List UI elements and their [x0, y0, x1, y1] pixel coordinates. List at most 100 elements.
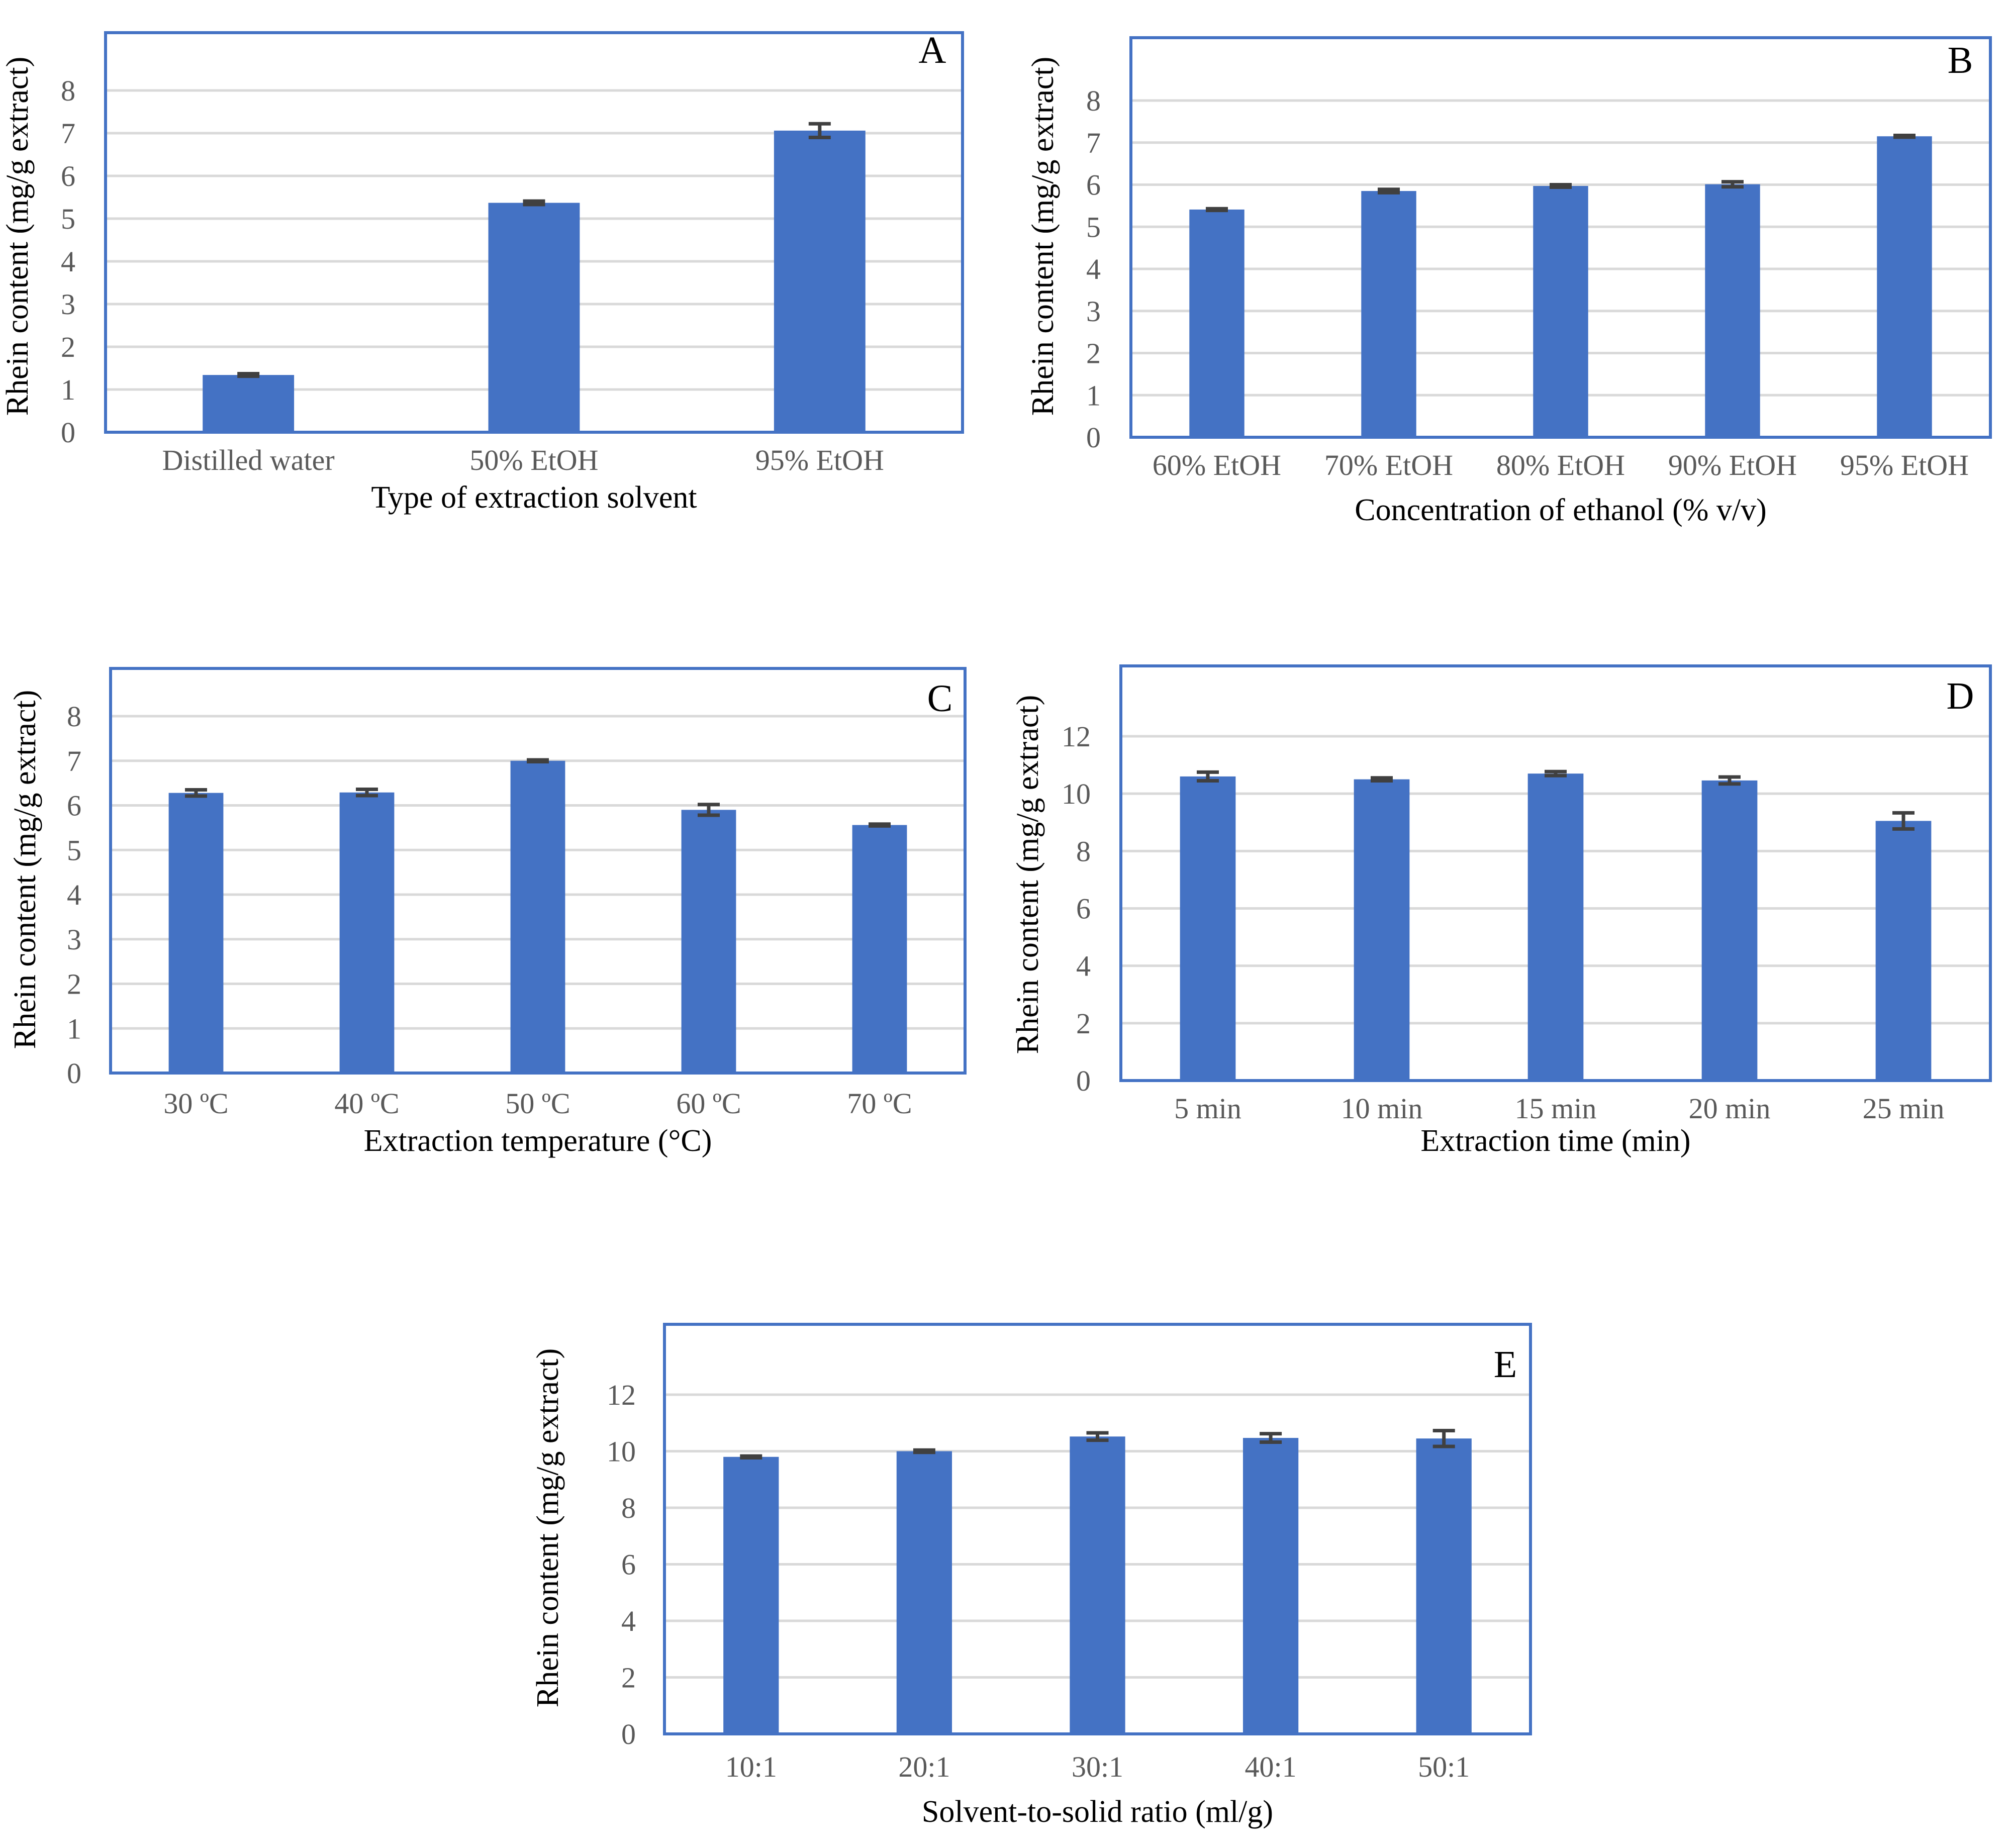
bar — [1533, 186, 1588, 437]
y-tick-label: 8 — [621, 1492, 636, 1524]
bar — [1875, 821, 1932, 1081]
y-tick-label: 0 — [67, 1057, 81, 1090]
panel-label: E — [1494, 1343, 1517, 1386]
y-tick-label: 5 — [1086, 211, 1101, 243]
error-bar — [527, 758, 549, 764]
bar — [681, 810, 736, 1073]
bar — [1180, 776, 1236, 1081]
error-bar — [1206, 207, 1228, 213]
y-tick-label: 3 — [61, 288, 75, 321]
bar — [1189, 209, 1245, 437]
x-tick-label: 70 ºC — [847, 1087, 912, 1120]
chart-panel-c: 0 1 2 3 4 5 6 7 8 30 ºC 40 ºC 50 ºC 60 ºC 70 ºC C Rhein… — [8, 667, 967, 1158]
y-axis-title: Rhein content (mg/g extract) — [1026, 57, 1060, 416]
y-tick-label: 8 — [1076, 835, 1091, 867]
plot-frame — [663, 1323, 1532, 1735]
error-bar — [1086, 1431, 1109, 1442]
error-bar — [869, 822, 891, 828]
y-tick-label: 1 — [1086, 379, 1101, 412]
panel-label: A — [919, 29, 946, 71]
error-bar — [1721, 180, 1744, 189]
bar — [1070, 1436, 1125, 1734]
x-tick-label: 25 min — [1863, 1092, 1945, 1125]
y-tick-label: 6 — [61, 160, 75, 192]
error-bar — [185, 788, 207, 798]
y-tick-label: 10 — [1062, 777, 1091, 810]
x-tick-label: 5 min — [1174, 1092, 1241, 1125]
y-axis-title: Rhein content (mg/g extract) — [1011, 695, 1045, 1054]
y-tick-label: 2 — [1086, 337, 1101, 370]
y-tick-label: 10 — [607, 1435, 636, 1468]
bar — [1416, 1438, 1472, 1734]
y-tick-label: 0 — [61, 416, 75, 449]
error-bar — [1893, 134, 1916, 139]
plot-frame — [104, 31, 964, 434]
x-tick-label: Distilled water — [162, 444, 335, 476]
bar — [1354, 779, 1410, 1081]
x-tick-label: 30 ºC — [163, 1087, 228, 1120]
error-bar — [808, 122, 831, 139]
panel-label: D — [1947, 675, 1974, 717]
x-tick-label: 10 min — [1341, 1092, 1423, 1125]
y-tick-label: 4 — [61, 245, 75, 278]
error-bar — [523, 199, 545, 207]
chart-panel-b: 0 1 2 3 4 5 6 7 8 60% EtOH 70% EtOH 80% EtOH 90% EtO… — [1026, 36, 1992, 527]
y-tick-label: 4 — [621, 1605, 636, 1637]
y-tick-label: 3 — [1086, 295, 1101, 328]
x-axis-title: Solvent-to-solid ratio (ml/g) — [922, 1795, 1273, 1829]
x-tick-label: 50% EtOH — [469, 444, 598, 476]
y-tick-label: 8 — [67, 700, 81, 733]
chart-panel-a: 0 1 2 3 4 5 6 7 8 Distilled water 50% EtOH 95% EtOH… — [1, 29, 964, 515]
x-axis-title: Extraction time (min) — [1420, 1124, 1690, 1158]
x-tick-label: 40:1 — [1245, 1750, 1297, 1783]
y-tick-label: 0 — [1076, 1064, 1091, 1097]
x-tick-label: 15 min — [1515, 1092, 1597, 1125]
x-tick-label: 10:1 — [725, 1750, 777, 1783]
error-bar — [913, 1448, 935, 1454]
bar — [1701, 780, 1758, 1081]
x-tick-label: 50 ºC — [505, 1087, 570, 1120]
x-tick-label: 30:1 — [1072, 1750, 1123, 1783]
y-tick-label: 7 — [67, 745, 81, 777]
bar — [1527, 773, 1584, 1081]
y-tick-label: 12 — [607, 1379, 636, 1411]
error-bar — [1260, 1432, 1282, 1444]
plot-frame — [109, 667, 967, 1075]
error-bar — [1371, 776, 1393, 783]
y-tick-label: 6 — [1086, 169, 1101, 202]
chart-panel-e: 0 2 4 6 8 10 12 10:1 20:1 30:1 40:1 50:1 E Rhein cont… — [531, 1323, 1532, 1829]
error-bar — [1718, 775, 1741, 786]
x-tick-label: 60% EtOH — [1153, 449, 1281, 481]
y-tick-label: 8 — [61, 74, 75, 107]
x-axis-title: Concentration of ethanol (% v/v) — [1355, 493, 1767, 527]
error-bar — [740, 1454, 762, 1460]
y-axis-title: Rhein content (mg/g extract) — [1, 57, 35, 416]
y-tick-label: 2 — [621, 1662, 636, 1694]
y-tick-label: 2 — [61, 331, 75, 363]
bar — [339, 792, 395, 1073]
error-bar — [356, 788, 378, 798]
bar — [1242, 1438, 1299, 1734]
bar — [852, 825, 907, 1073]
x-tick-label: 90% EtOH — [1668, 449, 1797, 481]
y-tick-label: 5 — [61, 203, 75, 235]
plot-frame — [1119, 664, 1992, 1082]
error-bar — [1378, 187, 1400, 194]
y-tick-label: 7 — [1086, 127, 1101, 159]
x-tick-label: 95% EtOH — [1840, 449, 1969, 481]
bar — [488, 203, 580, 432]
y-tick-label: 2 — [67, 968, 81, 1001]
bar — [774, 130, 866, 432]
bar — [1877, 136, 1932, 437]
error-bar — [1892, 811, 1915, 831]
y-tick-label: 1 — [67, 1012, 81, 1045]
y-tick-label: 4 — [67, 879, 81, 911]
y-tick-label: 2 — [1076, 1007, 1091, 1040]
panel-label: B — [1948, 39, 1973, 81]
error-bar — [1432, 1428, 1455, 1448]
error-bar — [698, 803, 720, 817]
bar — [1705, 184, 1760, 437]
x-axis-title: Extraction temperature (°C) — [364, 1124, 712, 1158]
bar — [1361, 191, 1416, 437]
